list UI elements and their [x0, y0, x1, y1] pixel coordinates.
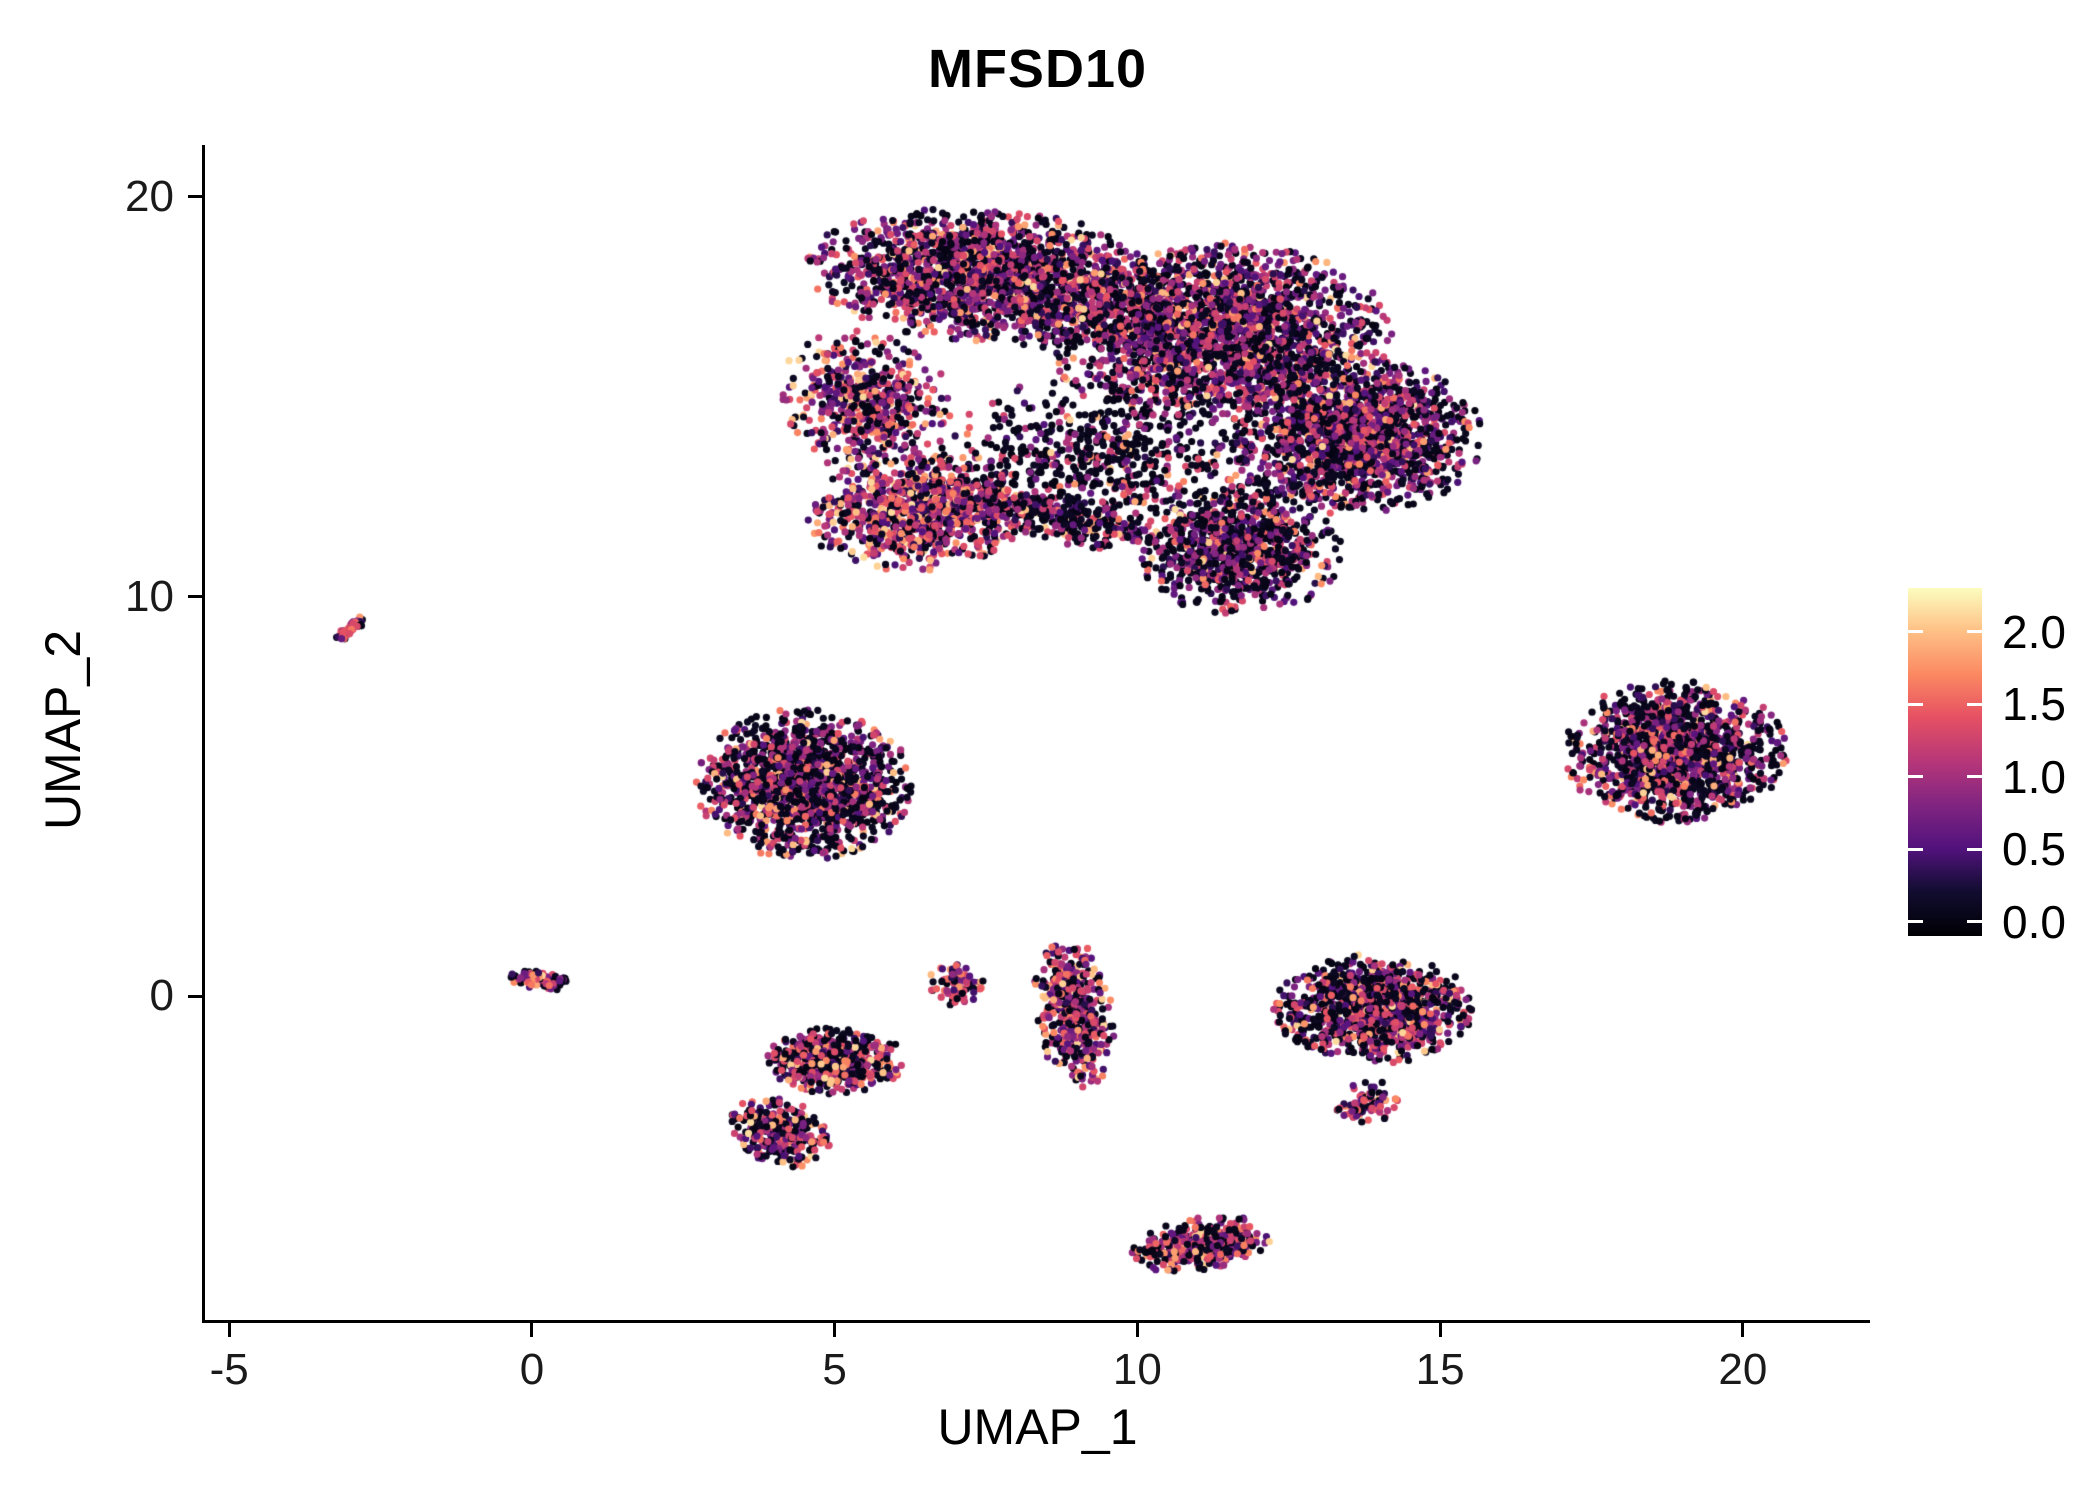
colorbar-tick-mark — [1908, 847, 1923, 851]
y-tick-label: 20 — [125, 171, 174, 221]
x-tick-label: 5 — [822, 1345, 847, 1394]
x-tick-mark — [1438, 1323, 1442, 1337]
colorbar-tick-mark — [1967, 630, 1982, 633]
colorbar-tick-mark — [1967, 775, 1982, 778]
colorbar-gradient — [1908, 588, 1982, 936]
x-tick-mark — [1741, 1323, 1745, 1337]
colorbar-tick-label: 2.0 — [2002, 605, 2066, 658]
colorbar-tick-label: 1.5 — [2002, 678, 2066, 730]
x-tick-label: 15 — [1415, 1345, 1465, 1394]
colorbar-tick-mark — [1967, 920, 1982, 923]
colorbar-tick-mark — [1908, 702, 1923, 706]
x-tick-mark — [833, 1323, 837, 1337]
x-tick-label: -5 — [209, 1345, 249, 1394]
y-tick-label: 0 — [149, 971, 174, 1021]
x-tick-label: 20 — [1718, 1345, 1768, 1394]
x-tick-mark — [227, 1323, 231, 1337]
x-tick-mark — [1135, 1323, 1139, 1337]
colorbar-tick-label: 0.5 — [2002, 823, 2066, 875]
scatter-canvas — [205, 145, 1870, 1320]
plot-title: MFSD10 — [927, 39, 1148, 99]
y-tick-mark — [188, 595, 202, 599]
colorbar-tick-mark — [1908, 775, 1923, 778]
y-tick-mark — [188, 195, 202, 199]
colorbar-tick-label: 1.0 — [2002, 750, 2066, 803]
colorbar-tick-mark — [1967, 847, 1982, 851]
y-tick-label: 10 — [125, 571, 174, 621]
colorbar-tick-mark — [1967, 702, 1982, 706]
x-tick-mark — [530, 1323, 534, 1337]
colorbar-tick-mark — [1908, 630, 1923, 633]
x-axis-label: UMAP_1 — [937, 1399, 1138, 1455]
x-axis-line — [202, 1320, 1870, 1323]
y-axis-label: UMAP_2 — [35, 629, 91, 831]
x-tick-label: 10 — [1112, 1345, 1162, 1394]
colorbar-tick-label: 0.0 — [2002, 895, 2066, 948]
y-axis-line — [202, 145, 205, 1323]
y-tick-mark — [188, 994, 202, 998]
colorbar-tick-mark — [1908, 920, 1923, 923]
x-tick-label: 0 — [519, 1345, 545, 1394]
